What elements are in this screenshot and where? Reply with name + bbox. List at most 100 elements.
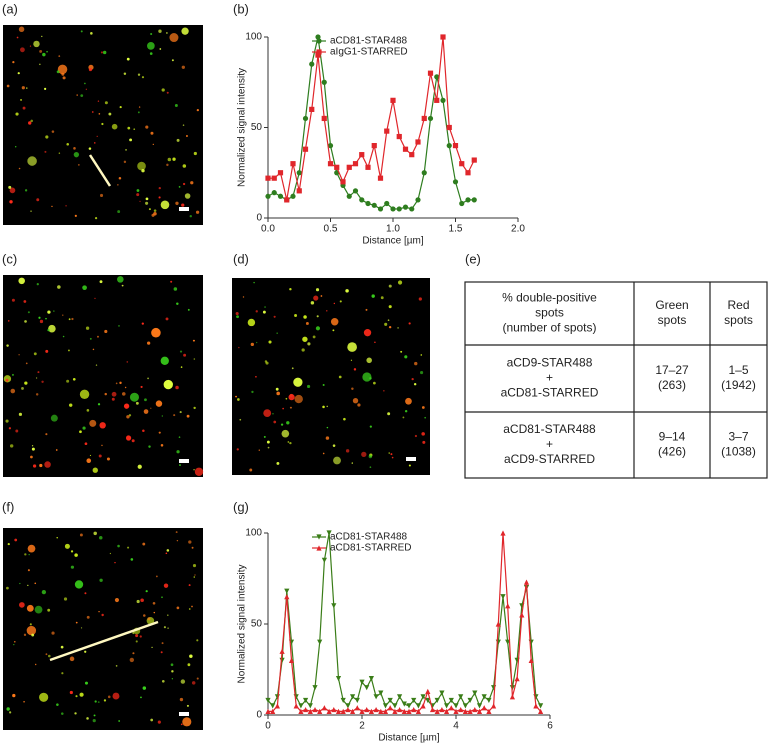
data-point	[335, 676, 342, 682]
spot	[45, 135, 49, 139]
data-point	[378, 690, 384, 696]
spot	[161, 642, 164, 645]
data-point	[462, 703, 468, 709]
spot	[17, 72, 20, 75]
data-point	[371, 202, 377, 208]
spot	[57, 285, 61, 289]
spot	[294, 314, 298, 317]
spot	[178, 436, 181, 438]
spot	[15, 112, 19, 116]
spot	[18, 412, 22, 416]
data-point	[368, 676, 374, 682]
spot	[61, 672, 64, 675]
data-point	[359, 197, 365, 203]
spot	[193, 358, 196, 360]
data-point	[279, 657, 285, 663]
spot	[158, 431, 161, 434]
spot	[236, 315, 240, 319]
y-tick-label: 100	[245, 528, 262, 539]
spot	[97, 100, 100, 102]
spot	[92, 348, 95, 351]
spot	[56, 703, 59, 706]
data-point	[448, 697, 454, 704]
spot	[140, 598, 144, 603]
data-point	[315, 52, 321, 58]
spot	[74, 580, 84, 589]
spot	[95, 364, 98, 366]
data-point	[382, 703, 389, 709]
spot	[108, 112, 112, 116]
spot	[175, 385, 179, 390]
spot	[71, 317, 74, 321]
data-point	[378, 708, 384, 714]
spot	[94, 297, 96, 300]
spot	[70, 565, 75, 569]
spot	[131, 439, 135, 443]
spot	[136, 193, 140, 197]
data-point	[467, 697, 473, 704]
spot	[56, 537, 58, 539]
spot	[89, 337, 92, 340]
spot	[27, 311, 30, 314]
data-point	[387, 705, 393, 711]
spot	[408, 464, 411, 467]
spot	[160, 651, 163, 654]
spot	[326, 426, 329, 429]
x-tick-label: 6	[547, 721, 553, 732]
spot	[117, 544, 120, 548]
data-point	[533, 694, 539, 700]
data-point	[377, 175, 384, 181]
spot	[405, 397, 412, 405]
spot	[12, 693, 16, 698]
spot	[189, 654, 193, 658]
data-point	[340, 179, 346, 185]
spot	[411, 377, 414, 381]
data-point	[421, 170, 427, 176]
spot	[166, 32, 168, 34]
data-point	[402, 146, 409, 152]
y-axis-label: Normalized signal intensity	[237, 68, 248, 187]
spot	[80, 627, 83, 629]
spot	[180, 366, 183, 368]
spot	[347, 342, 357, 352]
spot	[106, 457, 110, 461]
spot	[137, 73, 141, 76]
spot	[264, 306, 266, 308]
data-point	[265, 175, 271, 181]
spot	[98, 113, 101, 115]
spot	[140, 696, 142, 699]
data-point	[396, 206, 402, 212]
data-point	[384, 200, 390, 207]
data-point	[277, 193, 284, 199]
spot	[60, 645, 64, 649]
spot	[8, 427, 12, 430]
spot	[125, 148, 127, 151]
spot	[112, 692, 120, 700]
spot	[35, 377, 38, 379]
spot	[129, 657, 135, 663]
spot	[397, 327, 399, 329]
data-point	[384, 128, 390, 134]
spot	[10, 388, 16, 394]
data-line	[267, 36, 475, 210]
spot	[194, 574, 196, 576]
spot	[165, 552, 168, 555]
spot	[63, 597, 68, 601]
spot	[352, 398, 359, 404]
data-point	[411, 697, 417, 704]
spot	[235, 312, 239, 316]
table-cell-text: 3–7	[728, 430, 748, 444]
spot	[74, 214, 77, 217]
spot	[140, 385, 143, 389]
data-point	[459, 161, 465, 167]
spot	[150, 131, 154, 135]
spot	[9, 187, 16, 194]
spot	[25, 362, 28, 365]
spot	[161, 88, 165, 92]
spot	[320, 295, 323, 297]
spot	[19, 602, 25, 608]
spot	[139, 200, 141, 203]
spot	[145, 125, 149, 129]
spot	[16, 36, 19, 39]
table-cell-text: % double-positive	[502, 291, 597, 305]
